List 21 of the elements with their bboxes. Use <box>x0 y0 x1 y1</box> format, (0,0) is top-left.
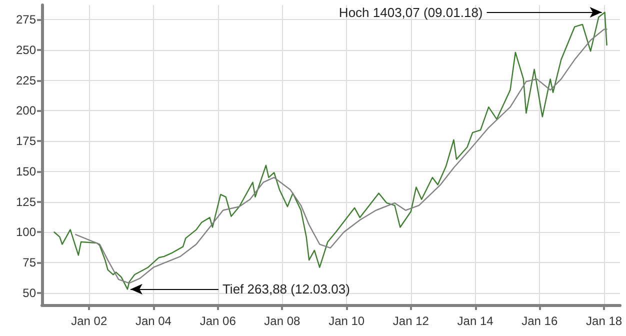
annotation: Tief 263,88 (12.03.03) <box>222 282 350 297</box>
x-tick-label: Jan 18 <box>586 314 622 328</box>
y-tick-label: 150 <box>16 164 36 178</box>
y-tick-label: 75 <box>22 255 36 270</box>
x-tick-label: Jan 10 <box>328 314 365 328</box>
x-tick-label: Jan 08 <box>264 314 301 328</box>
x-tick-label: Jan 04 <box>135 314 172 328</box>
y-tick-label: 250 <box>16 42 36 57</box>
y-tick-label: 175 <box>16 134 36 148</box>
y-tick-label: 100 <box>16 225 36 240</box>
y-tick-label: 125 <box>16 194 36 209</box>
y-tick-label: 50 <box>22 286 36 300</box>
y-tick-label: 275 <box>16 12 36 27</box>
annotation: Hoch 1403,07 (09.01.18) <box>338 4 483 20</box>
y-tick-label: 225 <box>16 73 36 88</box>
y-tick-label: 200 <box>16 104 36 118</box>
x-tick-label: Jan 06 <box>200 314 236 328</box>
x-tick-label: Jan 12 <box>392 314 430 328</box>
x-tick-label: Jan 14 <box>457 314 494 328</box>
x-tick-label: Jan 02 <box>71 314 108 328</box>
x-tick-label: Jan 16 <box>522 314 558 328</box>
